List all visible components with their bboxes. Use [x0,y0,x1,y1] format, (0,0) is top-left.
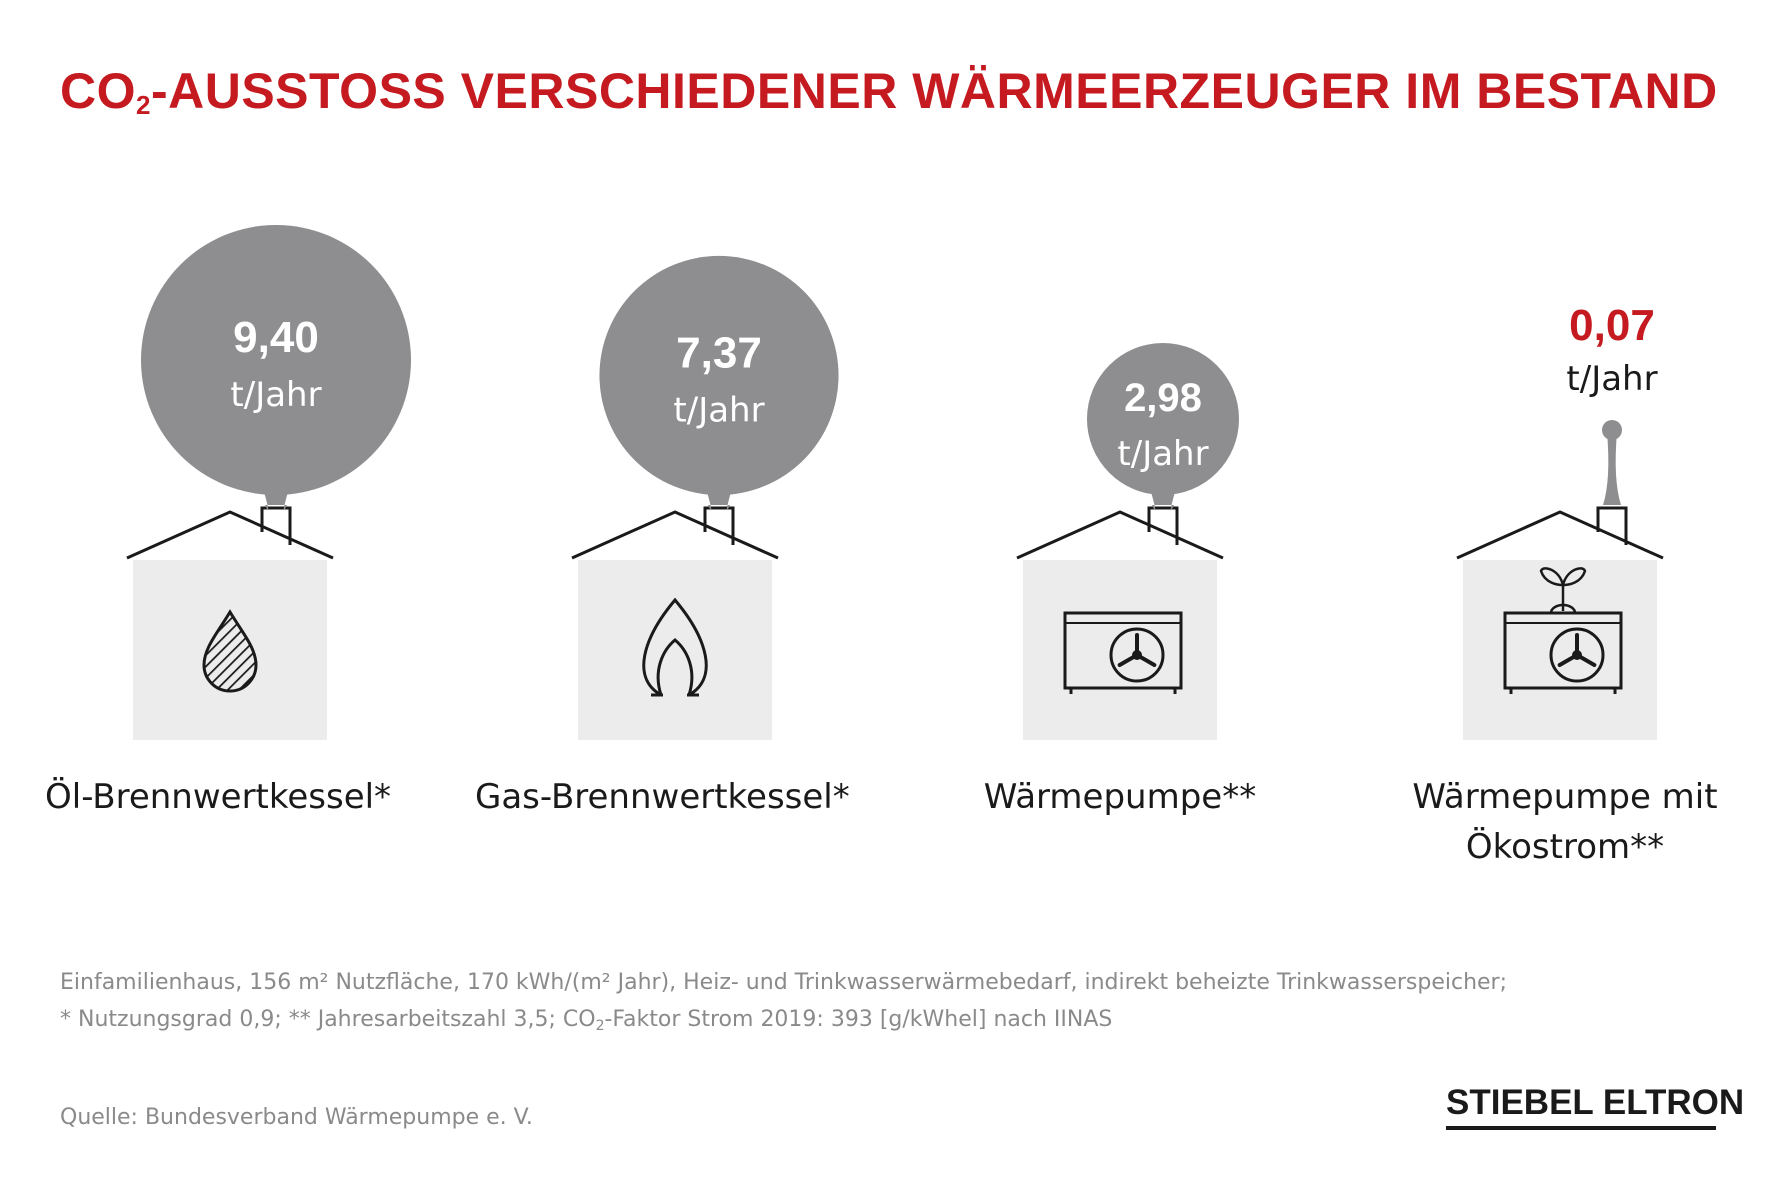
footnote-line2-post: -Faktor Strom 2019: 393 [g/kWhel] nach I… [604,1007,1113,1032]
footnote-line1: Einfamilienhaus, 156 m² Nutzfläche, 170 … [60,970,1508,995]
unit-label: t/Jahr [230,375,321,415]
house-body [578,560,772,740]
unit-label: t/Jahr [1566,359,1657,399]
category-label-eco-line2: Ökostrom** [1465,827,1665,867]
unit-label: t/Jahr [1117,434,1208,474]
smoke-stem [1151,492,1175,511]
value-label: 0,07 [1569,301,1655,350]
chimney [260,506,292,545]
chart-title: CO2-AUSSTOSS VERSCHIEDENER WÄRMEERZEUGER… [60,62,1718,121]
category-label-oil: Öl-Brennwertkessel* [45,777,392,817]
title-prefix: CO [60,63,136,119]
category-group: 9,40 t/Jahr [126,225,411,740]
smoke-stem [707,492,731,511]
smoke-stem [264,492,288,511]
gas-flame-icon [642,597,708,697]
value-label: 7,37 [676,328,762,377]
footnote-line2-sub: 2 [595,1018,605,1034]
title-rest: -AUSSTOSS VERSCHIEDENER WÄRMEERZEUGER IM… [150,63,1718,119]
house-body [1023,560,1217,740]
title-subscript: 2 [136,90,151,120]
footnote-line2-pre: * Nutzungsgrad 0,9; ** Jahresarbeitszahl… [60,1007,596,1032]
co2-bubble [1086,342,1240,495]
chimney [1596,506,1628,545]
house-roof [571,510,779,560]
category-label-gas: Gas-Brennwertkessel* [475,777,850,817]
brand-logo: STIEBEL ELTRON [1446,1083,1745,1130]
category-label-heat-pump: Wärmepumpe** [983,777,1257,817]
house-body [1463,560,1657,740]
footnote-line2: * Nutzungsgrad 0,9; ** Jahresarbeitszahl… [60,1007,1112,1034]
house-roof [1016,510,1224,560]
category-group: 7,37 t/Jahr [571,255,839,740]
chimney [1147,506,1179,545]
unit-label: t/Jahr [673,390,764,430]
smoke-stem [1603,432,1621,505]
category-group: 0,07 t/Jahr [1456,301,1664,740]
heat-pump-eco-icon [1503,567,1623,694]
oil-drop-icon [202,609,258,693]
category-label-eco-line1: Wärmepumpe mit [1412,777,1718,817]
heat-pump-icon [1063,611,1183,694]
brand-logo-bar [1446,1126,1716,1130]
chimney [703,506,735,545]
source-note: Quelle: Bundesverband Wärmepumpe e. V. [60,1105,533,1130]
value-label: 9,40 [233,313,319,362]
co2-bubble [599,255,839,495]
category-group: 2,98 t/Jahr [1016,342,1240,740]
co2-bubble [141,225,411,495]
house-roof [126,510,334,560]
category-label-heat-pump-eco: Wärmepumpe mit Ökostrom** [1400,772,1730,872]
brand-logo-text: STIEBEL ELTRON [1446,1083,1745,1122]
value-label: 2,98 [1124,376,1202,420]
co2-bubble [1602,420,1622,440]
house-roof [1456,510,1664,560]
